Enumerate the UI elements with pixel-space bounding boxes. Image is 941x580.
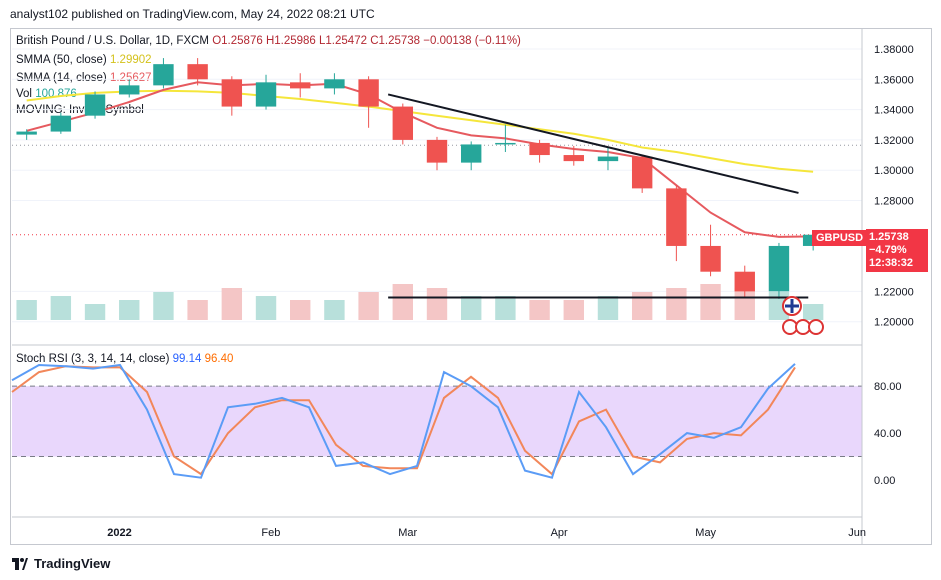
legend-smma14-line[interactable]: SMMA (14, close) 1.25627 — [16, 72, 152, 84]
price-badge-countdown: 12:38:32 — [869, 257, 914, 269]
stoch-legend[interactable]: Stoch RSI (3, 3, 14, 14, close) 99.14 96… — [16, 353, 233, 365]
legend-change: −0.00138 (−0.11%) — [423, 35, 521, 47]
legend-vol: Vol — [16, 88, 32, 100]
legend-symbol[interactable]: British Pound / U.S. Dollar, 1D, FXCM — [16, 35, 210, 47]
footer-brand: TradingView — [34, 556, 111, 571]
publish-header: analyst102 published on TradingView.com,… — [10, 7, 375, 21]
legend-open: O1.25876 — [212, 35, 263, 47]
price-badge-change: −4.79% — [869, 244, 907, 256]
legend-high: H1.25986 — [265, 35, 316, 47]
legend-smma50: SMMA (50, close) — [16, 54, 107, 66]
tradingview-logo-icon — [12, 557, 28, 570]
symbol-badge: GBPUSD — [812, 230, 868, 246]
legend-symbol-line: British Pound / U.S. Dollar, 1D, FXCM O1… — [16, 35, 521, 47]
legend-close: C1.25738 — [370, 35, 421, 47]
legend-moving[interactable]: MOVING: Invalid Symbol — [16, 104, 144, 116]
legend-vol-value: 100.876 — [35, 88, 77, 100]
stoch-label: Stoch RSI (3, 3, 14, 14, close) — [16, 353, 170, 365]
legend-smma50-line[interactable]: SMMA (50, close) 1.29902 — [16, 54, 152, 66]
legend-low: L1.25472 — [319, 35, 367, 47]
stoch-k-value: 99.14 — [172, 353, 202, 365]
legend-smma14-value: 1.25627 — [109, 72, 152, 84]
legend-smma50-value: 1.29902 — [109, 54, 152, 66]
chart-frame — [10, 28, 932, 545]
legend-smma14: SMMA (14, close) — [16, 72, 107, 84]
price-badge: 1.25738 −4.79% 12:38:32 — [866, 229, 928, 272]
stoch-d-value: 96.40 — [204, 353, 234, 365]
legend-vol-line[interactable]: Vol 100.876 — [16, 88, 77, 100]
footer[interactable]: TradingView — [12, 556, 110, 571]
price-badge-value: 1.25738 — [869, 231, 909, 243]
